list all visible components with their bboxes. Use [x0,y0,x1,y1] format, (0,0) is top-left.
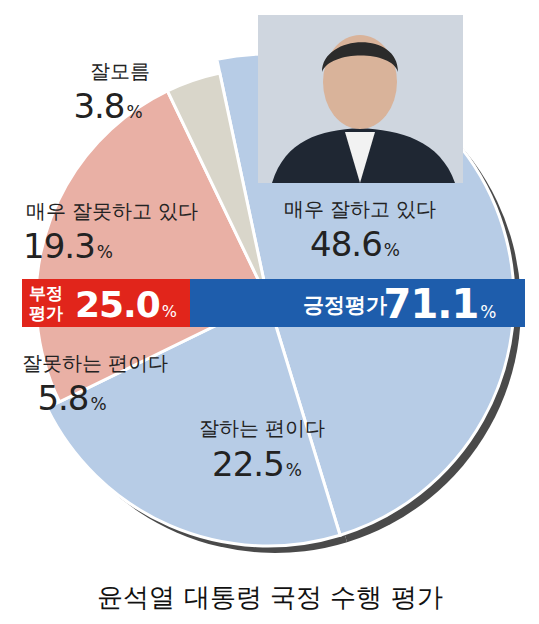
photo-bg [258,15,463,183]
value-unit: % [126,102,142,122]
photo [258,15,463,183]
photo-hair [322,42,398,72]
group-name: 부정평가 [29,283,63,323]
value-number: 71.1 [384,281,479,327]
value-number: 19.3 [23,226,95,266]
chart: 매우 잘하고 있다 48.6% 잘하는 편이다 22.5% 잘못하는 편이다 5.8% 매우… [0,0,539,624]
slice-value: 48.6% [310,224,400,264]
value-number: 22.5 [212,444,284,484]
value-unit: % [384,240,400,260]
photo-shirt [345,132,375,183]
name-line: 부정 [29,283,63,303]
photo-suit [272,128,455,183]
slice-name: 잘못하는 편이다 [22,351,168,375]
slice-value: 22.5% [212,444,302,484]
value-unit: % [480,302,496,322]
slice [167,73,268,300]
title: 윤석열 대통령 국정 수행 평가 [97,582,442,612]
band-negative [22,279,190,327]
data-labels: 매우 잘하고 있다 48.6% 잘하는 편이다 22.5% 잘못하는 편이다 5.8% 매우… [22,59,437,484]
group-bands: 긍정평가71.1% 부정평가 25.0% [22,279,525,327]
slice-value: 5.8% [37,378,106,418]
photo-face [323,35,397,129]
value-number: 25.0 [75,284,160,325]
slice-value: 19.3% [23,226,113,266]
name-line: 평가 [29,303,63,323]
value-unit: % [162,302,177,321]
group-value: 25.0% [75,284,177,325]
slice-value: 3.8% [73,86,142,126]
value-unit: % [286,460,302,480]
slice-name: 잘하는 편이다 [199,416,325,440]
value-unit: % [90,394,106,414]
group-value: 71.1% [384,281,497,327]
page: {"chart_data": { "type": "pie", "title":… [0,0,539,624]
band-positive [188,279,525,327]
value-unit: % [97,242,113,262]
value-number: 3.8 [73,86,124,126]
slice-name: 매우 잘못하고 있다 [26,199,199,223]
value-number: 48.6 [310,224,382,264]
value-number: 5.8 [37,378,88,418]
slice-name: 잘모름 [90,59,150,83]
slice-name: 매우 잘하고 있다 [284,197,437,221]
group-name: 긍정평가 [303,293,387,317]
